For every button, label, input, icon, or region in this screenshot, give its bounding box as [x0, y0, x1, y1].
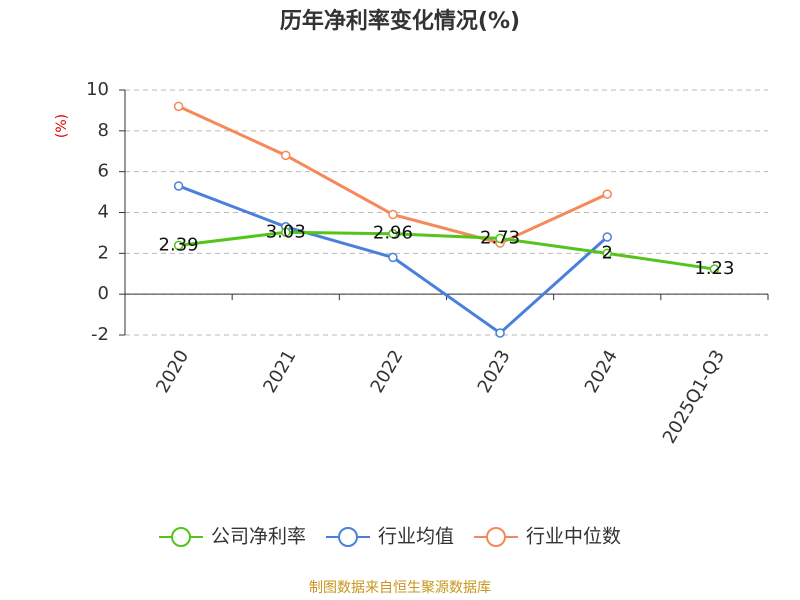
legend-label: 行业中位数 [526, 526, 621, 548]
point [173, 101, 184, 112]
point [388, 252, 398, 263]
data-label: 2.39 [159, 234, 199, 255]
data-label: 2 [602, 242, 613, 263]
point [495, 233, 505, 244]
data-label: 2.96 [373, 223, 413, 244]
legend-marker [338, 527, 358, 547]
x-tick-label: 2025Q1-Q3 [659, 347, 729, 448]
point [388, 209, 398, 220]
legend-label: 公司净利率 [211, 526, 306, 548]
x-tick-label: 2024 [581, 347, 622, 397]
point [495, 328, 505, 338]
point [709, 264, 720, 274]
point [388, 228, 398, 239]
y-tick-label: -2 [91, 324, 109, 345]
point [602, 189, 612, 199]
series-line [178, 230, 715, 271]
point [173, 240, 184, 251]
legend-marker [171, 527, 191, 547]
x-tick-label: 2022 [366, 347, 407, 397]
y-tick-label: 0 [98, 283, 109, 304]
point [281, 227, 291, 238]
y-tick-label: 6 [98, 161, 109, 182]
data-label: 2.73 [480, 227, 520, 248]
source: 制图数据来自恒生聚源数据库 [309, 580, 491, 596]
point [602, 248, 612, 259]
chart-title: 历年净利率变化情况(%) [280, 8, 520, 34]
y-tick-label: 2 [98, 242, 109, 263]
legend-label: 行业均值 [378, 526, 454, 548]
y-tick-label: 4 [98, 202, 109, 223]
point [173, 181, 184, 191]
point [281, 150, 291, 161]
legend-marker [486, 527, 506, 547]
y-tick-label: 8 [98, 120, 109, 141]
point [602, 232, 612, 242]
data-label: 3.03 [266, 221, 306, 242]
data-label: 1.23 [694, 258, 734, 279]
x-tick-label: 2020 [152, 347, 193, 397]
y-axis-label: (%) [54, 114, 70, 138]
x-tick-label: 2023 [474, 347, 515, 397]
y-tick-label: 10 [86, 79, 109, 100]
x-tick-label: 2021 [259, 347, 300, 397]
